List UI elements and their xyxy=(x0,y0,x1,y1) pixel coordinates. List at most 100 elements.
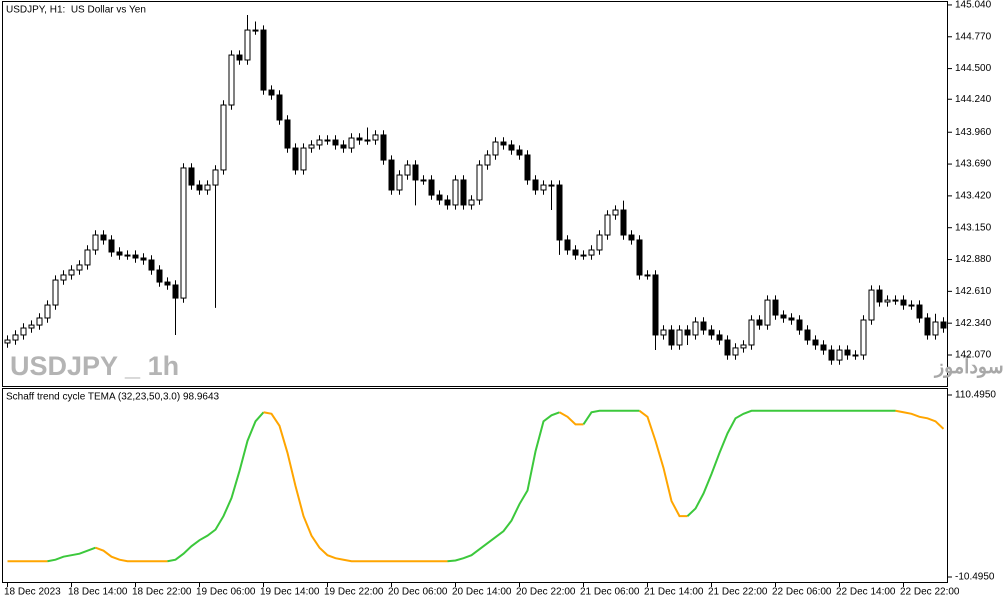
candle-body xyxy=(516,149,523,156)
x-tick-label: 20 Dec 22:00 xyxy=(516,587,576,598)
x-tick-label: 22 Dec 22:00 xyxy=(900,587,960,598)
y-tick-label: 144.240 xyxy=(955,94,992,105)
candle-body xyxy=(348,137,355,149)
y-tick-label: 110.4950 xyxy=(955,390,996,401)
x-tick-label: 21 Dec 22:00 xyxy=(708,587,768,598)
candle-body xyxy=(252,29,259,32)
candle-body xyxy=(580,254,587,257)
y-tick-label: 143.150 xyxy=(955,222,992,233)
x-tick-label: 18 Dec 14:00 xyxy=(68,587,128,598)
y-tick-label: 144.500 xyxy=(955,63,992,74)
indicator-line xyxy=(167,411,265,563)
candle-body xyxy=(804,329,811,341)
candle-body xyxy=(140,257,147,261)
candle-body xyxy=(76,264,83,271)
candle-body xyxy=(860,319,867,356)
candle-body xyxy=(932,321,939,336)
x-tick-label: 18 Dec 22:00 xyxy=(132,587,192,598)
candle-body xyxy=(404,164,411,176)
candle-body xyxy=(268,89,275,96)
candle-body xyxy=(788,317,795,321)
candle-body xyxy=(508,144,515,151)
candle-body xyxy=(588,249,595,256)
x-tick-label: 20 Dec 06:00 xyxy=(388,587,448,598)
candle-body xyxy=(748,319,755,346)
indicator-line xyxy=(47,546,96,563)
x-tick-label: 21 Dec 06:00 xyxy=(580,587,640,598)
candle-body xyxy=(524,154,531,181)
candle-body xyxy=(212,169,219,186)
y-tick-label: 142.880 xyxy=(955,254,992,265)
candle-body xyxy=(636,239,643,276)
candle-body xyxy=(436,194,443,201)
indicator-line xyxy=(95,546,168,563)
candle-body xyxy=(156,269,163,283)
candle-body xyxy=(732,347,739,356)
candle-body xyxy=(676,329,683,346)
y-tick-label: 142.070 xyxy=(955,350,992,361)
candle-body xyxy=(668,329,675,346)
y-tick-label: 142.610 xyxy=(955,286,992,297)
candle-body xyxy=(756,319,763,326)
candle-body xyxy=(164,281,171,286)
candle-body xyxy=(540,184,547,191)
x-tick-label: 22 Dec 06:00 xyxy=(772,587,832,598)
candle-body xyxy=(260,29,267,91)
main-panel xyxy=(2,1,948,387)
y-tick-label: 142.340 xyxy=(955,318,992,329)
y-tick-label: 144.770 xyxy=(955,31,992,42)
indicator-panel xyxy=(2,388,948,583)
candle-body xyxy=(684,329,691,336)
candle-body xyxy=(908,304,915,307)
candle-body xyxy=(316,139,323,146)
indicator-line xyxy=(447,411,560,563)
x-tick-label: 21 Dec 14:00 xyxy=(644,587,704,598)
y-tick-label: 143.960 xyxy=(955,127,992,138)
candle-body xyxy=(452,179,459,206)
candle-body xyxy=(196,184,203,191)
candle-body xyxy=(692,321,699,336)
candle-body xyxy=(44,304,51,319)
y-tick-label: 145.040 xyxy=(955,0,992,11)
candle-body xyxy=(372,134,379,141)
y-tick-label: -10.4950 xyxy=(955,572,995,583)
candle-body xyxy=(68,269,75,276)
candle-body xyxy=(204,184,211,191)
indicator-line xyxy=(895,409,945,430)
indicator-title: Schaff trend cycle TEMA (32,23,50,3.0) 9… xyxy=(6,392,220,403)
candle-body xyxy=(100,234,107,241)
candle-body xyxy=(388,159,395,191)
candle-body xyxy=(220,104,227,171)
chart-title: USDJPY, H1: US Dollar vs Yen xyxy=(6,5,146,16)
candle-body xyxy=(620,209,627,236)
x-tick-label: 22 Dec 14:00 xyxy=(836,587,896,598)
x-tick-label: 18 Dec 2023 xyxy=(4,587,61,598)
candle-body xyxy=(532,179,539,191)
candle-body xyxy=(308,144,315,149)
candle-body xyxy=(188,167,195,186)
candle-body xyxy=(548,184,555,187)
candle-body xyxy=(412,164,419,181)
candle-body xyxy=(884,299,891,303)
candle-body xyxy=(444,199,451,206)
candle-body xyxy=(924,317,931,336)
candle-body xyxy=(284,119,291,149)
candle-body xyxy=(836,349,843,361)
candle-body xyxy=(484,154,491,166)
candle-body xyxy=(12,334,19,341)
candle-body xyxy=(724,339,731,356)
candle-body xyxy=(364,139,371,142)
indicator-line xyxy=(638,409,688,518)
candle-body xyxy=(916,304,923,319)
candle-body xyxy=(396,174,403,191)
candle-body xyxy=(468,199,475,206)
candle-body xyxy=(4,339,11,344)
indicator-line xyxy=(263,411,448,563)
candle-body xyxy=(20,327,27,336)
candle-body xyxy=(660,329,667,336)
candle-body xyxy=(84,249,91,266)
candle-body xyxy=(380,134,387,161)
candle-body xyxy=(60,274,67,281)
candle-body xyxy=(132,254,139,259)
candle-body xyxy=(356,137,363,141)
